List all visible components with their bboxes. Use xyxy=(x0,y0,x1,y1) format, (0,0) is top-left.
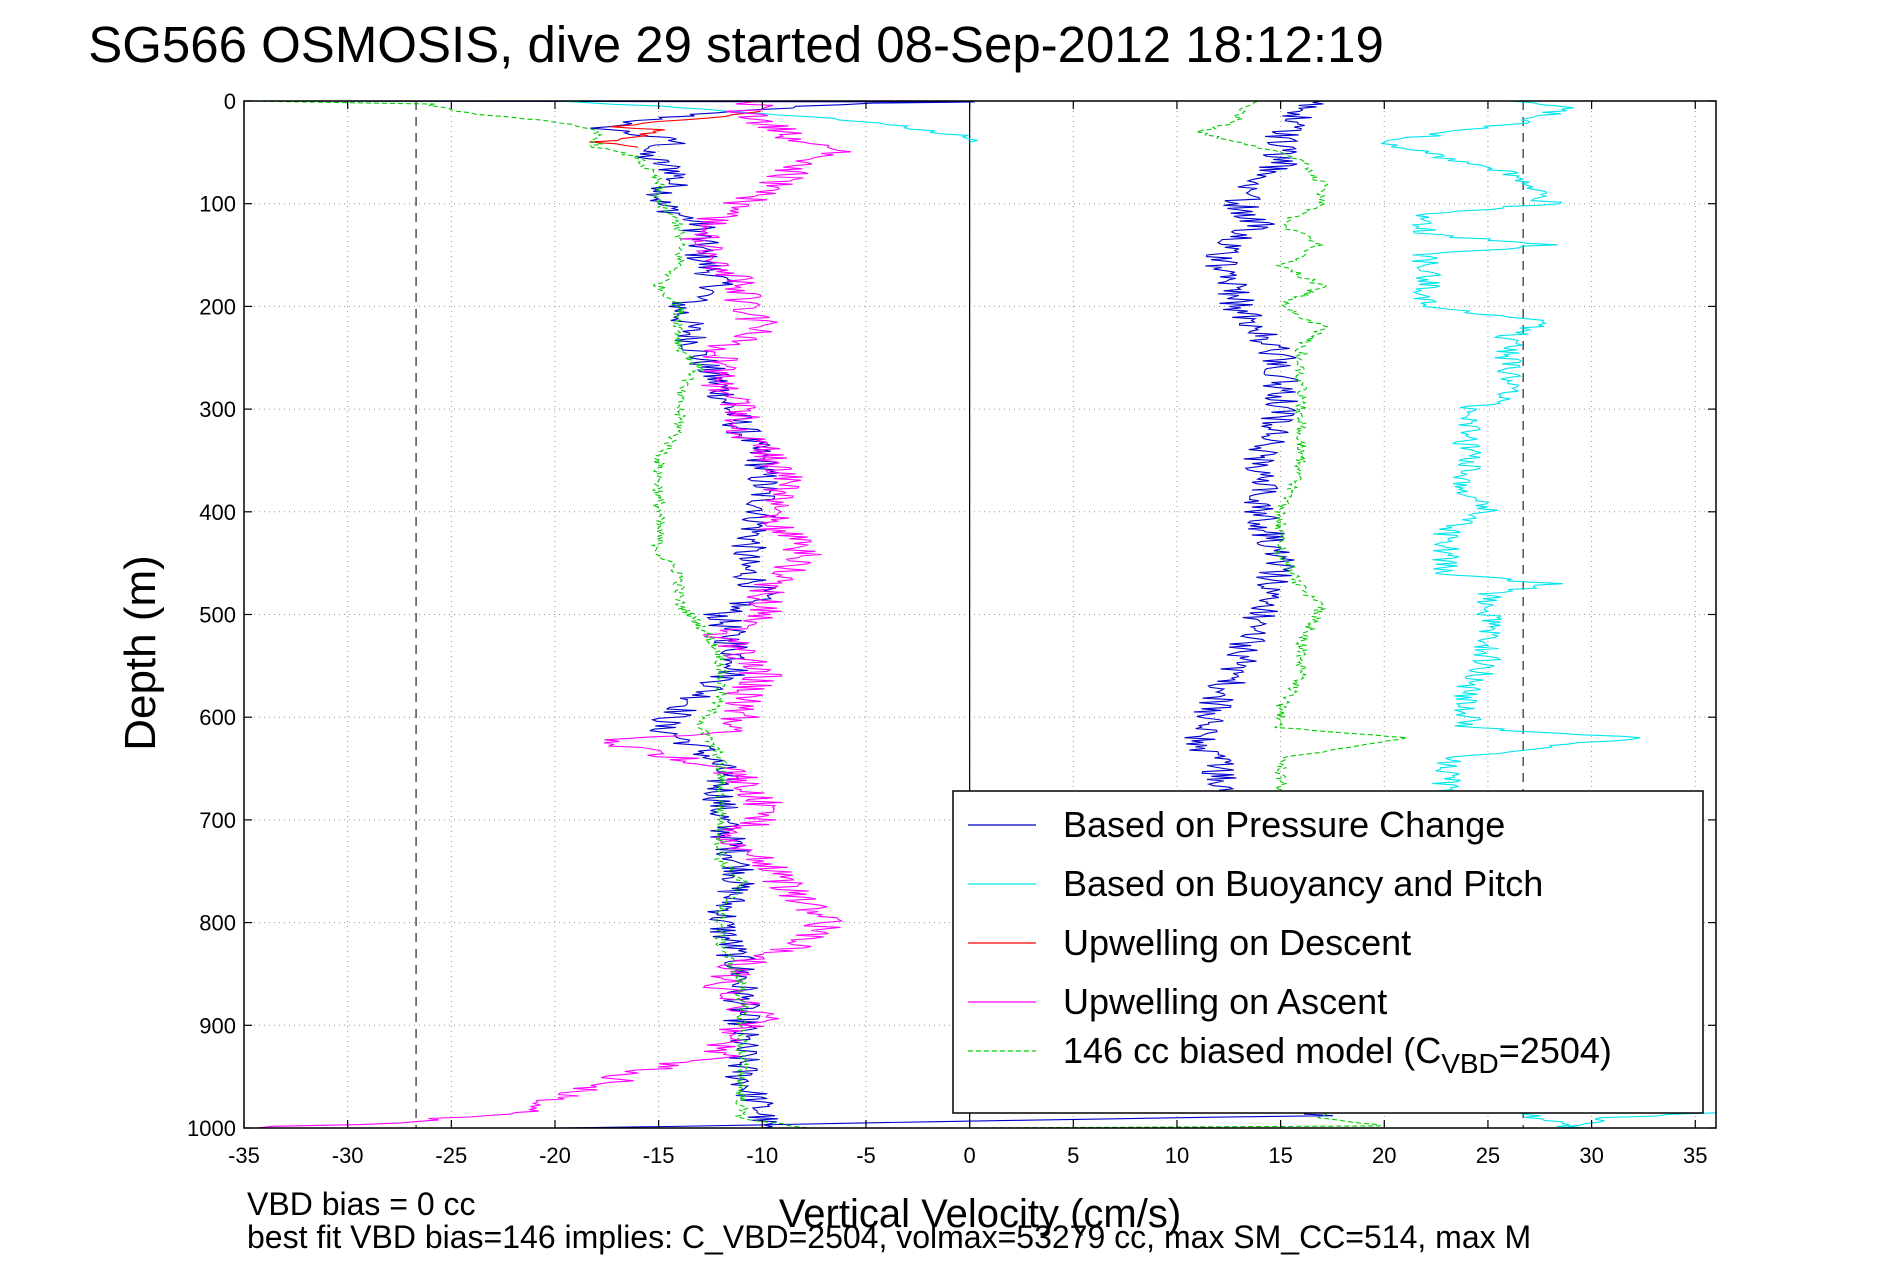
footnote-best-fit: best fit VBD bias=146 implies: C_VBD=250… xyxy=(247,1219,1531,1255)
x-tick-label: 20 xyxy=(1372,1143,1396,1168)
series-line-0 xyxy=(249,101,975,1128)
x-tick-label: 10 xyxy=(1165,1143,1189,1168)
legend-label: 146 cc biased model (CVBD=2504) xyxy=(1063,1030,1612,1079)
y-tick-label: 600 xyxy=(199,705,236,730)
footnote-vbd-bias: VBD bias = 0 cc xyxy=(247,1186,476,1222)
y-tick-label: 200 xyxy=(199,294,236,319)
y-tick-label: 700 xyxy=(199,808,236,833)
y-tick-label: 900 xyxy=(199,1013,236,1038)
x-tick-label: -5 xyxy=(856,1143,876,1168)
y-tick-label: 300 xyxy=(199,397,236,422)
x-tick-label: 5 xyxy=(1067,1143,1079,1168)
legend-label: Based on Buoyancy and Pitch xyxy=(1063,863,1543,904)
x-tick-label: -30 xyxy=(332,1143,364,1168)
x-axis-label: Vertical Velocity (cm/s) xyxy=(779,1192,1181,1236)
y-tick-label: 500 xyxy=(199,603,236,628)
legend-box xyxy=(952,790,1704,1114)
x-axis-ticks: -35 -30 -25 -20 -15 -10 -5 0 5 10 15 20 25 30 35 xyxy=(228,101,1708,1168)
y-tick-label: 0 xyxy=(224,89,236,114)
y-tick-label: 1000 xyxy=(187,1116,236,1141)
y-axis-ticks: 0 100 200 300 400 500 600 700 800 900 1000 xyxy=(187,89,1716,1141)
x-tick-label: 30 xyxy=(1579,1143,1603,1168)
x-tick-label: -25 xyxy=(435,1143,467,1168)
chart-title: SG566 OSMOSIS, dive 29 started 08-Sep-20… xyxy=(88,16,1384,73)
legend-label: Upwelling on Ascent xyxy=(1063,981,1387,1022)
series-line-5 xyxy=(256,101,852,1128)
series-line-2 xyxy=(556,101,978,143)
x-tick-label: -15 xyxy=(643,1143,675,1168)
x-tick-label: -10 xyxy=(746,1143,778,1168)
y-tick-label: 800 xyxy=(199,911,236,936)
legend-label: Upwelling on Descent xyxy=(1063,922,1411,963)
legend-label: Based on Pressure Change xyxy=(1063,804,1505,845)
x-tick-label: -20 xyxy=(539,1143,571,1168)
x-tick-label: 35 xyxy=(1683,1143,1707,1168)
x-tick-label: 15 xyxy=(1268,1143,1292,1168)
x-tick-label: 0 xyxy=(964,1143,976,1168)
x-tick-label: -35 xyxy=(228,1143,260,1168)
y-axis-label: Depth (m) xyxy=(116,555,165,751)
x-tick-label: 25 xyxy=(1476,1143,1500,1168)
y-tick-label: 400 xyxy=(199,500,236,525)
series-line-4 xyxy=(589,110,761,148)
y-tick-label: 100 xyxy=(199,192,236,217)
series-line-6 xyxy=(245,101,970,1128)
legend: Based on Pressure Change Based on Buoyanc… xyxy=(952,790,1704,1114)
